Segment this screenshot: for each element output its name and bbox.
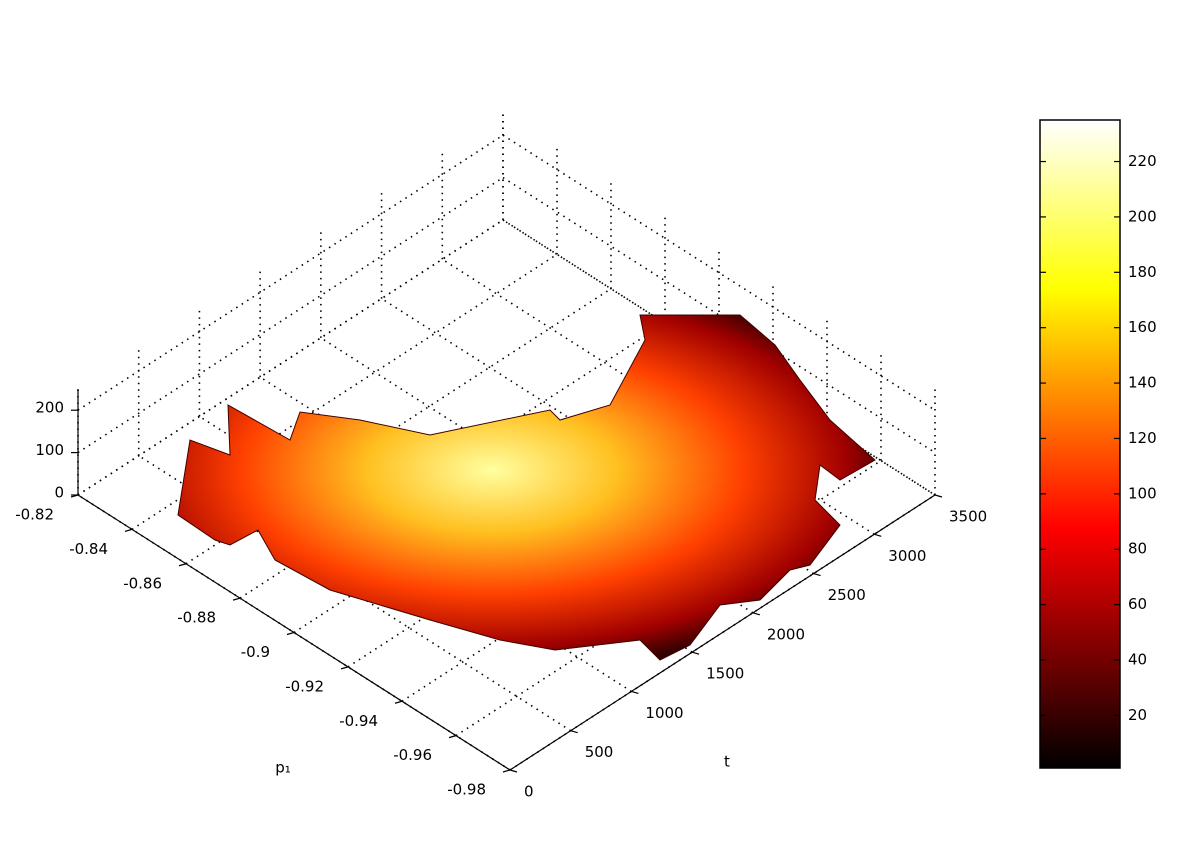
x-tick-label: -0.96 bbox=[393, 746, 432, 764]
x-tick bbox=[178, 563, 187, 567]
grid-line bbox=[77, 176, 504, 454]
x-axis-label: p₁ bbox=[275, 759, 291, 777]
colorbar-tick-label: 180 bbox=[1128, 263, 1157, 281]
colorbar-tick-label: 40 bbox=[1128, 651, 1147, 669]
colorbar-tick-label: 80 bbox=[1128, 540, 1147, 558]
colorbar-tick-label: 220 bbox=[1128, 152, 1157, 170]
x-tick bbox=[394, 700, 403, 704]
colorbar-tick-label: 200 bbox=[1128, 207, 1157, 225]
y-tick-label: 2500 bbox=[828, 586, 866, 604]
y-axis bbox=[509, 494, 936, 771]
y-tick-label: 1500 bbox=[706, 665, 744, 683]
surface bbox=[177, 314, 876, 661]
z-tick-label: 200 bbox=[35, 399, 64, 417]
y-tick-label: 2000 bbox=[767, 625, 805, 643]
x-tick bbox=[124, 528, 133, 532]
y-tick bbox=[813, 572, 821, 577]
x-tick bbox=[286, 631, 295, 636]
y-tick bbox=[752, 612, 761, 616]
colorbar-tick-label: 60 bbox=[1128, 595, 1147, 613]
y-axis-label: t bbox=[724, 753, 730, 771]
grid-line bbox=[138, 455, 572, 732]
y-tick bbox=[631, 690, 639, 695]
x-tick-label: -0.9 bbox=[241, 643, 270, 661]
colorbar-tick-label: 140 bbox=[1128, 374, 1157, 392]
x-tick-label: -0.98 bbox=[447, 781, 486, 799]
y-tick bbox=[509, 769, 518, 773]
y-tick bbox=[934, 494, 943, 498]
colorbar-tick-label: 100 bbox=[1128, 484, 1157, 502]
x-tick bbox=[502, 769, 511, 773]
z-tick-label: 100 bbox=[35, 441, 64, 459]
x-tick-label: -0.82 bbox=[15, 506, 54, 524]
x-tick-label: -0.88 bbox=[177, 609, 216, 627]
grid-line bbox=[77, 134, 504, 411]
colorbar-tick-label: 160 bbox=[1128, 318, 1157, 336]
x-tick-label: -0.86 bbox=[123, 574, 162, 592]
colorbar-tick-label: 120 bbox=[1128, 429, 1157, 447]
x-axis bbox=[77, 494, 511, 771]
x-tick bbox=[448, 735, 457, 739]
colorbar-tick-label: 20 bbox=[1128, 706, 1147, 724]
colorbar bbox=[1039, 119, 1121, 769]
grid-line bbox=[502, 134, 936, 411]
x-tick-label: -0.84 bbox=[69, 540, 108, 558]
x-tick bbox=[232, 597, 241, 601]
grid-line bbox=[502, 219, 936, 496]
x-tick-label: -0.92 bbox=[285, 677, 324, 695]
y-tick-label: 3500 bbox=[949, 508, 987, 526]
x-tick bbox=[340, 666, 349, 670]
grid-line bbox=[502, 176, 936, 454]
y-tick-label: 1000 bbox=[645, 704, 683, 722]
z-tick-label: 0 bbox=[54, 484, 64, 502]
x-tick-label: -0.94 bbox=[339, 712, 378, 730]
y-tick bbox=[874, 533, 882, 537]
y-tick-label: 3000 bbox=[888, 547, 926, 565]
y-tick bbox=[691, 651, 700, 655]
y-tick-label: 0 bbox=[524, 783, 534, 801]
y-tick bbox=[570, 730, 578, 734]
y-tick-label: 500 bbox=[585, 743, 614, 761]
